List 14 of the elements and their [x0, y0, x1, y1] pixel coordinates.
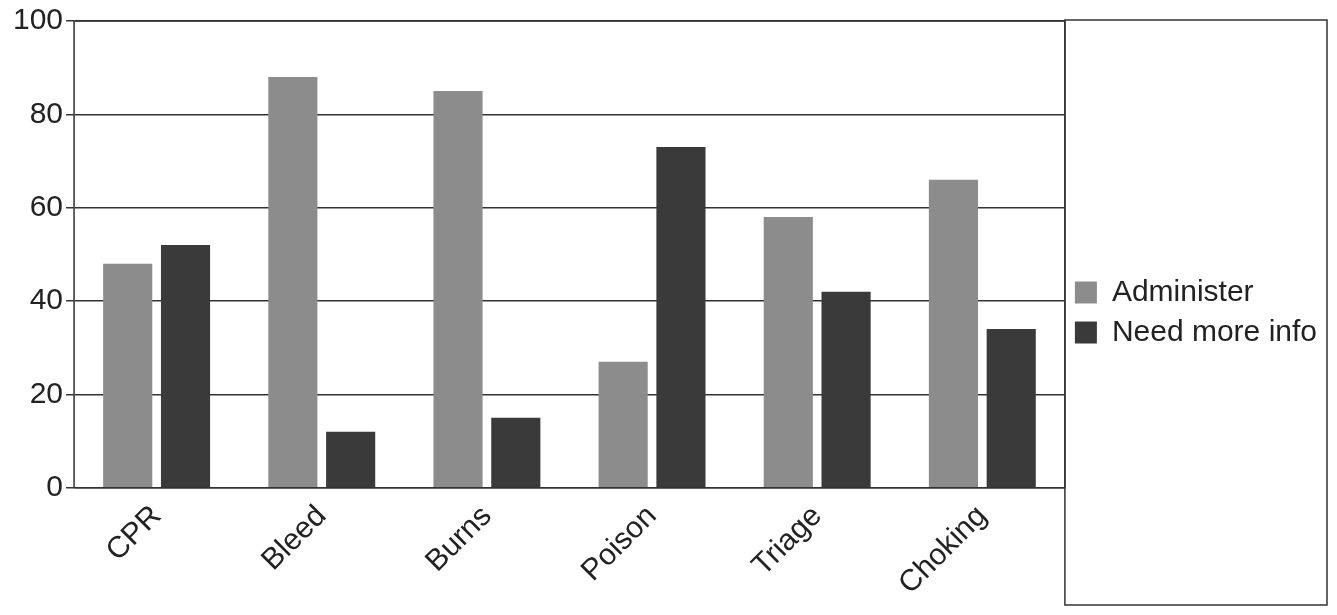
y-tick-label: 60	[29, 188, 64, 222]
y-tick-label: 20	[29, 375, 64, 409]
bar	[598, 361, 648, 487]
y-tick-label: 40	[29, 282, 64, 316]
legend-label: Need more info	[1111, 313, 1317, 347]
legend-label: Administer	[1111, 273, 1254, 307]
y-tick-label: 80	[29, 95, 64, 129]
bar	[268, 77, 318, 487]
bar	[928, 179, 978, 487]
y-tick-label: 100	[12, 2, 64, 36]
y-tick-label: 0	[46, 468, 64, 502]
bar	[103, 263, 153, 487]
bar	[763, 217, 813, 487]
bar	[433, 91, 483, 487]
